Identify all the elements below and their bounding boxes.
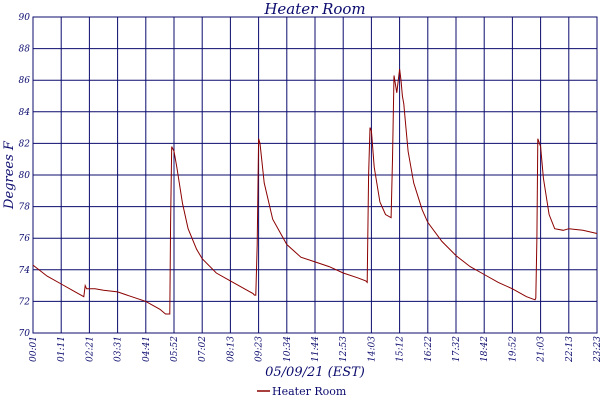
x-tick-label: 05:52 bbox=[170, 336, 180, 362]
x-tick-label: 22:13 bbox=[565, 336, 575, 363]
y-tick-label: 78 bbox=[19, 203, 31, 213]
x-tick-label: 17:32 bbox=[452, 336, 462, 362]
x-axis-ticks: 00:01 01:11 02:21 03:31 04:41 05:52 07:02 08:13… bbox=[29, 336, 600, 363]
x-tick-label: 04:41 bbox=[142, 336, 152, 362]
x-tick-label: 16:22 bbox=[424, 336, 434, 362]
x-tick-label: 09:23 bbox=[255, 336, 265, 362]
x-tick-label: 12:53 bbox=[339, 336, 349, 362]
y-axis-ticks: 70 72 74 76 78 80 82 84 86 88 90 bbox=[19, 13, 31, 339]
plot-area-frame bbox=[32, 16, 598, 334]
y-tick-label: 84 bbox=[19, 108, 31, 118]
y-tick-label: 82 bbox=[19, 139, 31, 149]
x-tick-label: 19:52 bbox=[508, 336, 518, 362]
legend-label: Heater Room bbox=[272, 385, 347, 398]
x-tick-label: 01:11 bbox=[57, 336, 67, 362]
x-tick-label: 15:12 bbox=[396, 336, 406, 362]
x-tick-label: 02:21 bbox=[85, 336, 95, 362]
y-tick-label: 80 bbox=[19, 171, 31, 181]
y-tick-label: 88 bbox=[19, 45, 31, 55]
x-tick-label: 21:03 bbox=[537, 336, 547, 363]
y-tick-label: 72 bbox=[19, 297, 31, 307]
x-tick-label: 11:44 bbox=[311, 336, 321, 362]
series-line-heater-room bbox=[32, 69, 598, 315]
x-tick-label: 03:31 bbox=[114, 336, 124, 362]
x-tick-label: 10:34 bbox=[283, 336, 293, 362]
x-tick-label: 23:23 bbox=[593, 336, 600, 363]
y-axis-label: Degrees F bbox=[2, 140, 17, 210]
y-tick-label: 86 bbox=[19, 76, 31, 86]
x-tick-label: 00:01 bbox=[29, 336, 39, 362]
y-tick-label: 70 bbox=[19, 329, 31, 339]
y-tick-label: 76 bbox=[19, 234, 31, 244]
x-tick-label: 18:42 bbox=[480, 336, 490, 362]
y-tick-label: 74 bbox=[19, 266, 31, 276]
y-tick-label: 90 bbox=[19, 13, 31, 23]
x-tick-label: 07:02 bbox=[198, 336, 208, 362]
legend: Heater Room bbox=[257, 385, 347, 398]
grid-lines bbox=[32, 16, 598, 334]
x-tick-label: 08:13 bbox=[226, 336, 236, 362]
chart-title: Heater Room bbox=[263, 0, 365, 18]
x-tick-label: 14:03 bbox=[367, 336, 377, 362]
x-axis-label: 05/09/21 (EST) bbox=[265, 365, 365, 380]
